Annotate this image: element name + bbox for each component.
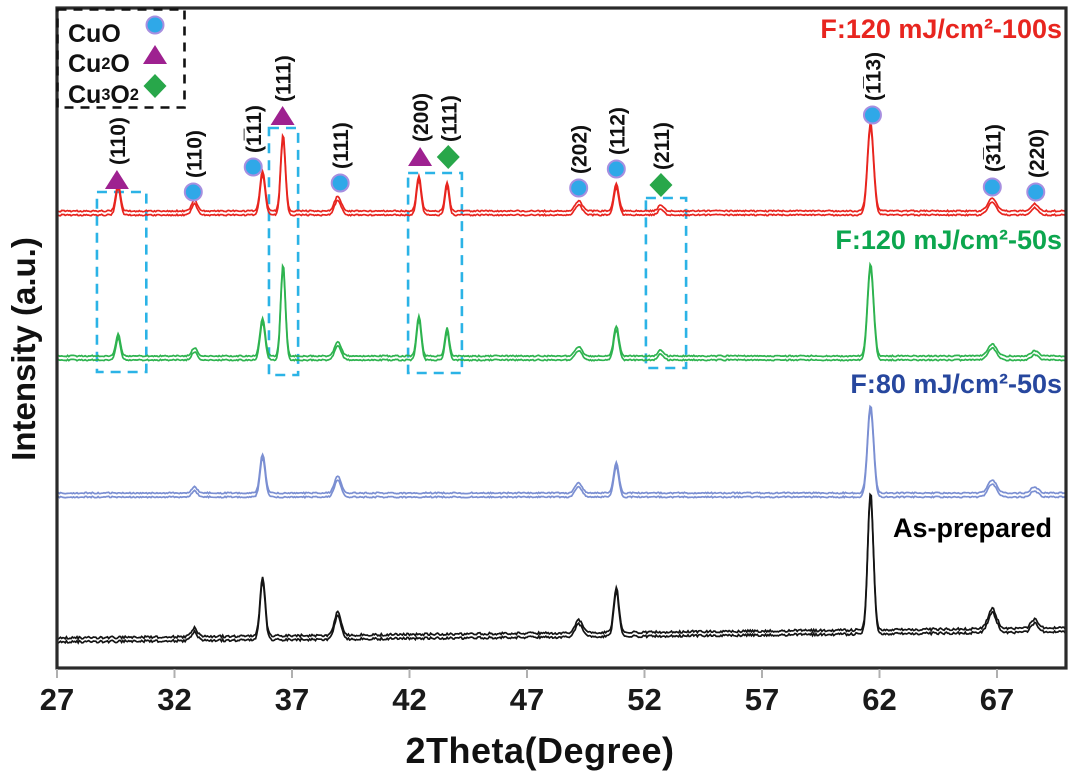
- series-label: As-prepared: [892, 513, 1052, 543]
- highlight-box: [644, 196, 688, 370]
- hkl-label: (3̅11): [982, 124, 1005, 172]
- cu3o2-diamond-marker-icon: [649, 173, 673, 197]
- trace-line: [58, 492, 1065, 641]
- legend-item-text: CuO: [68, 19, 121, 48]
- hkl-label: (202): [569, 125, 592, 174]
- series-label: F:120 mJ/cm²-50s: [835, 225, 1062, 255]
- trace-line-double: [58, 126, 1065, 217]
- trace-line: [58, 122, 1065, 213]
- hkl-label: (200): [410, 93, 433, 142]
- legend-border: [56, 8, 186, 109]
- highlight-box: [406, 171, 464, 375]
- legend-item-text: Cu: [68, 80, 102, 109]
- plot-frame: [55, 6, 1068, 678]
- legend-item-cuo: CuO: [68, 19, 121, 49]
- cuo-circle-marker-icon: [183, 182, 203, 202]
- hkl-label: (1̅13): [862, 52, 885, 101]
- x-tick-label: 42: [392, 682, 427, 717]
- trace-line: [58, 404, 1065, 495]
- hkl-label: (110): [183, 130, 206, 178]
- hkl-label: (211): [651, 122, 674, 170]
- legend-item-cu2o: Cu 2 O: [68, 49, 130, 78]
- hkl-label: (111): [330, 122, 353, 169]
- hkl-label: (1̅11): [243, 105, 266, 153]
- x-tick-label: 67: [979, 682, 1015, 717]
- highlight-boxes: [95, 126, 688, 377]
- trace-line-double: [58, 265, 1065, 362]
- hkl-label: (220): [1026, 129, 1049, 178]
- cuo-circle-marker-icon: [606, 159, 626, 179]
- x-tick-label: 57: [744, 682, 780, 717]
- legend-item-cu3o2: Cu 3 O 2: [68, 80, 139, 109]
- cuo-circle-marker-icon: [1026, 182, 1046, 202]
- trace-line-double: [58, 496, 1065, 645]
- series-label: F:120 mJ/cm²-100s: [820, 14, 1062, 44]
- cuo-circle-marker-icon: [862, 105, 882, 125]
- cu3o2-diamond-marker-icon: [143, 74, 167, 98]
- axes-border: [55, 6, 1068, 670]
- cu2o-triangle-marker-icon: [104, 170, 129, 189]
- cu2o-triangle-marker-icon: [408, 147, 433, 166]
- cu2o-triangle-marker-icon: [143, 45, 167, 64]
- x-tick-label: 47: [509, 682, 545, 717]
- x-tick-label: 52: [627, 682, 662, 717]
- cu2o-triangle-marker-icon: [270, 106, 295, 125]
- cuo-circle-marker-icon: [569, 178, 589, 198]
- hkl-label: (112): [606, 107, 629, 155]
- highlight-box: [267, 126, 300, 377]
- trace-line-double: [58, 408, 1065, 499]
- cuo-circle-marker-icon: [145, 15, 165, 35]
- cuo-circle-marker-icon: [982, 177, 1002, 197]
- hkl-label: (110): [107, 117, 130, 165]
- hkl-label: (111): [438, 95, 461, 142]
- traces: [58, 122, 1065, 645]
- y-axis-title: Intensity (a.u.): [5, 237, 42, 461]
- legend-item-text: Cu: [68, 49, 102, 78]
- cu3o2-diamond-marker-icon: [436, 145, 460, 169]
- x-tick-label: 62: [862, 682, 897, 717]
- highlight-box: [95, 190, 148, 374]
- cuo-circle-marker-icon: [330, 173, 350, 193]
- peak-annotations: (110) (110)(1̅11)(111)(111)(200) (111)(202…: [104, 52, 1049, 202]
- series-label: F:80 mJ/cm²-50s: [850, 369, 1062, 399]
- hkl-label: (111): [273, 55, 296, 102]
- x-axis-title: 2Theta(Degree): [405, 730, 675, 771]
- x-tick-label: 32: [157, 682, 192, 717]
- legend: CuO Cu 2 O Cu 3 O 2: [57, 9, 185, 109]
- trace-line: [58, 261, 1065, 358]
- x-tick-label: 27: [39, 682, 75, 717]
- cuo-circle-marker-icon: [243, 157, 263, 177]
- legend-item-text: O: [110, 80, 130, 109]
- x-tick-label: 37: [274, 682, 310, 717]
- legend-item-text: O: [110, 49, 130, 78]
